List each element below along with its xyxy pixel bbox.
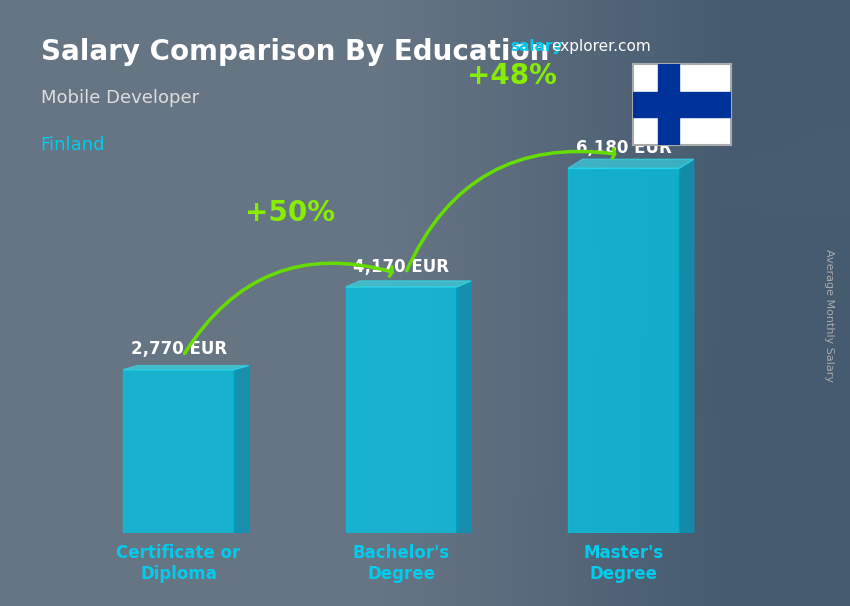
Text: +48%: +48% [468, 62, 558, 90]
Text: Mobile Developer: Mobile Developer [41, 89, 199, 107]
Polygon shape [568, 159, 694, 168]
Text: +50%: +50% [245, 199, 335, 227]
Text: 2,770 EUR: 2,770 EUR [131, 340, 227, 358]
Text: 4,170 EUR: 4,170 EUR [353, 258, 449, 276]
Polygon shape [235, 365, 249, 533]
Polygon shape [679, 159, 694, 533]
Polygon shape [123, 365, 249, 370]
Bar [633, 92, 731, 117]
Text: explorer.com: explorer.com [551, 39, 650, 55]
Polygon shape [345, 287, 456, 533]
Polygon shape [456, 281, 471, 533]
Polygon shape [345, 281, 471, 287]
Text: Average Monthly Salary: Average Monthly Salary [824, 248, 834, 382]
Polygon shape [123, 370, 235, 533]
Bar [658, 64, 679, 145]
Polygon shape [568, 168, 679, 533]
Text: Salary Comparison By Education: Salary Comparison By Education [41, 38, 549, 66]
Text: 6,180 EUR: 6,180 EUR [575, 139, 672, 157]
Text: salary: salary [510, 39, 563, 55]
Text: Finland: Finland [41, 136, 105, 155]
